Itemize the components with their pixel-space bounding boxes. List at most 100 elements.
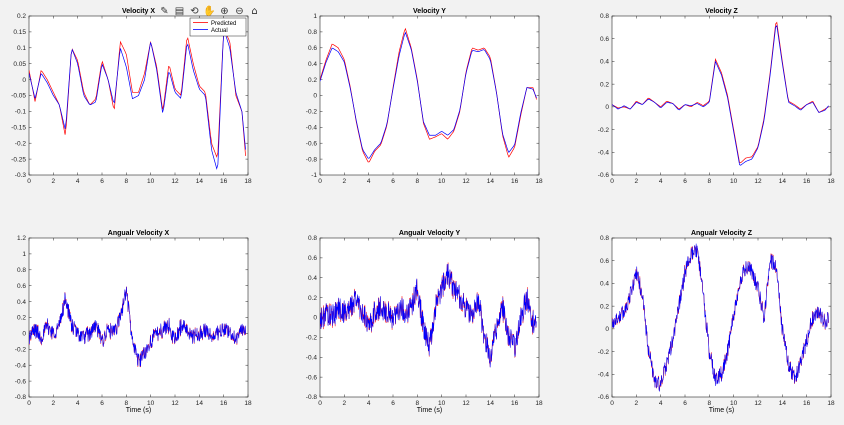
- x-tick-label: 10: [730, 178, 738, 185]
- y-tick-label: 0.2: [17, 315, 26, 322]
- y-tick-label: -0.2: [306, 109, 318, 116]
- y-tick-label: -0.4: [15, 362, 27, 369]
- x-tick-label: 18: [827, 178, 835, 185]
- axes-area[interactable]: [28, 237, 249, 398]
- series-line-actual: [29, 286, 246, 367]
- data-tips-icon[interactable]: ▤: [174, 5, 185, 17]
- legend-entry-label: Actual: [211, 28, 228, 34]
- series-line-actual: [612, 24, 829, 166]
- y-tick-label: -0.6: [15, 378, 27, 385]
- subplot-title: Velocity Z: [705, 8, 738, 15]
- y-tick-label: 0.1: [17, 45, 26, 52]
- subplot-title: Angualr Velocity X: [108, 230, 170, 237]
- y-tick-label: 0.8: [600, 235, 609, 242]
- y-tick-label: 0.4: [600, 281, 609, 288]
- x-tick-label: 0: [27, 178, 31, 185]
- y-tick-label: -0.8: [306, 156, 318, 163]
- series-line-actual: [612, 243, 829, 392]
- y-tick-label: 1: [313, 13, 317, 20]
- y-tick-label: -0.8: [306, 394, 318, 401]
- x-tick-label: 16: [803, 178, 811, 185]
- home-icon[interactable]: ⌂: [251, 5, 258, 17]
- y-tick-label: 0: [313, 315, 317, 322]
- axes-area[interactable]: [319, 15, 540, 176]
- axes-area[interactable]: [611, 237, 832, 398]
- y-tick-label: 0: [22, 77, 26, 84]
- y-tick-label: -0.4: [306, 354, 318, 361]
- y-tick-label: -0.6: [598, 394, 610, 401]
- y-tick-label: 0.2: [308, 77, 317, 84]
- y-tick-label: 0: [605, 104, 609, 111]
- y-tick-label: 0.4: [600, 59, 609, 66]
- y-tick-label: -1: [311, 172, 317, 179]
- x-tick-label: 0: [610, 400, 614, 407]
- x-tick-label: 0: [318, 178, 322, 185]
- x-tick-label: 4: [659, 400, 663, 407]
- x-tick-label: 14: [779, 400, 787, 407]
- x-tick-label: 8: [708, 178, 712, 185]
- subplot-2: Velocity Y0 2 4 6 8 10 12 14 16 18-1-0.8-0.6-0.4-…: [306, 8, 543, 185]
- y-tick-label: 0.6: [17, 283, 26, 290]
- axes-area[interactable]: [611, 15, 832, 176]
- y-tick-label: -0.2: [598, 349, 610, 356]
- y-tick-label: -0.1: [15, 109, 27, 116]
- subplot-1: Velocity X 0 2 4 6 8 10 12 14 16 18 -0.3 -0.25 -0.2 -0…: [11, 8, 252, 185]
- x-tick-label: 12: [754, 400, 762, 407]
- x-tick-label: 8: [125, 400, 129, 407]
- y-tick-label: 0.8: [17, 267, 26, 274]
- subplot-5: Angualr Velocity Y 0 2 4 6 8 10 12 14 16 18 -0.8 -0.…: [306, 230, 543, 414]
- y-tick-label: -0.6: [598, 172, 610, 179]
- x-tick-label: 16: [803, 400, 811, 407]
- series-line-actual: [320, 31, 537, 159]
- x-tick-label: 18: [244, 400, 252, 407]
- subplot-3: Velocity Z 0 2 4 6 8 10 12 14 16 18 -0.6 -0.4 -0.2 0 0.…: [598, 8, 835, 185]
- x-tick-label: 16: [511, 178, 519, 185]
- x-tick-label: 14: [196, 178, 204, 185]
- y-tick-label: -0.2: [15, 347, 27, 354]
- y-tick-label: -0.2: [598, 127, 610, 134]
- x-tick-label: 2: [343, 178, 347, 185]
- x-tick-label: 4: [367, 400, 371, 407]
- y-tick-label: 0.6: [600, 36, 609, 43]
- y-tick-label: 0: [22, 331, 26, 338]
- x-tick-label: 18: [244, 178, 252, 185]
- axes-area[interactable]: [319, 237, 540, 398]
- y-tick-label: 0: [313, 93, 317, 100]
- x-tick-label: 2: [52, 400, 56, 407]
- x-tick-label: 0: [318, 400, 322, 407]
- x-tick-label: 6: [100, 178, 104, 185]
- y-tick-label: 0.2: [600, 81, 609, 88]
- x-tick-label: 0: [27, 400, 31, 407]
- subplot-title: Angualr Velocity Y: [399, 230, 461, 237]
- brush-icon[interactable]: ✎: [160, 5, 169, 17]
- y-tick-label: 1.2: [17, 235, 26, 242]
- zoom-in-icon[interactable]: ⊕: [220, 5, 229, 17]
- x-tick-label: 2: [52, 178, 56, 185]
- x-tick-label: 10: [147, 400, 155, 407]
- rotate-icon[interactable]: ⟲: [190, 5, 199, 17]
- pan-icon[interactable]: ✋: [203, 5, 216, 17]
- y-tick-label: -0.15: [11, 125, 26, 132]
- x-tick-label: 0: [610, 178, 614, 185]
- x-tick-label: 12: [171, 178, 179, 185]
- x-tick-label: 2: [343, 400, 347, 407]
- zoom-out-icon[interactable]: ⊖: [235, 5, 244, 17]
- y-tick-label: 1: [22, 251, 26, 258]
- x-tick-label: 10: [147, 178, 155, 185]
- x-tick-label: 12: [171, 400, 179, 407]
- x-tick-label: 4: [76, 178, 80, 185]
- y-tick-label: 0.2: [17, 13, 26, 20]
- x-tick-label: 10: [730, 400, 738, 407]
- y-tick-label: 0.4: [308, 61, 317, 68]
- axes-toolbar: ✎ ▤ ⟲ ✋ ⊕ ⊖ ⌂: [158, 3, 261, 19]
- y-tick-label: 0.8: [600, 13, 609, 20]
- x-axis-label: Time (s): [126, 407, 151, 414]
- x-tick-label: 6: [391, 178, 395, 185]
- x-tick-label: 4: [659, 178, 663, 185]
- x-tick-label: 6: [391, 400, 395, 407]
- x-tick-label: 8: [416, 400, 420, 407]
- subplot-title: Angualr Velocity Z: [691, 230, 753, 237]
- y-tick-label: 0.4: [308, 275, 317, 282]
